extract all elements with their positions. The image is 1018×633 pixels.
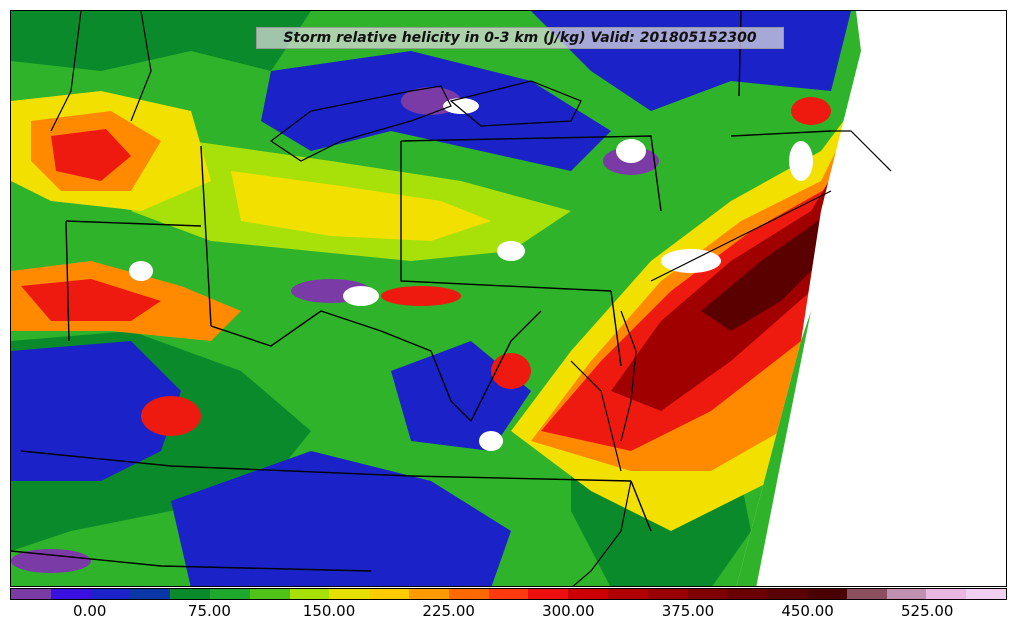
blob-white-g [129,261,153,281]
field-darkgreen-1 [11,11,311,71]
boundary-line [610,290,622,367]
colorbar [10,588,1007,600]
colorbar-segment [886,589,927,599]
colorbar-segment [209,589,250,599]
field-maroon-coast [701,211,831,331]
boundary-line [320,310,472,422]
colorbar-segment [687,589,728,599]
state-boundaries [11,11,832,572]
blob-white-d [497,241,525,261]
coast-line [620,310,637,442]
coast-line [50,11,82,132]
colorbar-segment [846,589,887,599]
colorbar-segment [767,589,807,599]
blob-white-b [616,139,646,163]
colorbar-segment [528,589,569,599]
colorbar-segment [90,589,131,599]
map-title: Storm relative helicity in 0-3 km (J/kg)… [256,27,784,49]
field-red-west [51,129,131,181]
colorbar-tick-label: 150.00 [302,602,356,620]
colorbar-segment [448,589,489,599]
blob-red-a [381,286,461,306]
colorbar-segment [289,589,330,599]
colorbar-segment [170,589,210,599]
colorbar-segment [369,589,409,599]
boundary-line [730,130,832,137]
blob-red-c [141,396,201,436]
blob-white-h [789,141,813,181]
coast-line [831,130,892,172]
boundary-line [65,220,202,227]
blob-white-a [343,286,379,306]
colorbar-tick-label: 300.00 [542,602,595,620]
boundary-line [400,135,662,212]
colorbar-segment [488,589,529,599]
coast-line [650,190,832,282]
colorbar-segment [926,589,967,599]
field-yellow-band [231,171,491,241]
blob-red-b [491,353,531,389]
boundary-line [65,220,70,342]
field-green-edge [736,311,811,586]
boundary-line [738,11,742,97]
blob-red-d [791,97,831,125]
colorbar-tick-label: 225.00 [422,602,475,620]
blob-white-f [479,431,503,451]
colorbar-segment [607,589,648,599]
colorbar-tick-label: 375.00 [661,602,715,620]
boundary-line [20,450,632,482]
boundary-line [11,550,372,572]
colorbar-segment [727,589,768,599]
colorbar-segment [130,589,171,599]
colorbar-labels: 0.00 75.00 150.00 225.00 300.00 375.00 450.00 5… [10,601,1007,625]
field-red-mid [21,279,161,321]
helicity-map [11,11,1006,586]
field-blue-west [11,341,181,481]
blob-purple-c [11,549,91,573]
colorbar-segment [647,589,688,599]
colorbar-segment [568,589,608,599]
colorbar-segment [408,589,449,599]
boundary-line [470,310,542,422]
colorbar-segment [249,589,290,599]
colorbar-segment [806,589,847,599]
coast-line [572,480,632,586]
map-panel: Storm relative helicity in 0-3 km (J/kg)… [10,10,1007,587]
boundary-line [210,310,322,347]
coast-line [570,360,622,472]
coast-line [449,80,582,127]
coastlines [50,11,892,586]
colorbar-tick-label: 0.00 [73,602,107,620]
field-nodata-east [736,11,1006,586]
boundary-line [400,141,612,292]
field-blue-south [171,451,511,586]
boundary-line [200,145,212,327]
colorbar-tick-label: 525.00 [900,602,954,620]
colorbar-tick-label: 75.00 [187,602,231,620]
boundary-line [630,480,652,532]
colorbar-segment [329,589,370,599]
colorbar-segment [966,589,1006,599]
coast-line [130,11,152,122]
colorbar-segment [50,589,91,599]
colorbar-segment [11,589,51,599]
colorbar-tick-label: 450.00 [781,602,834,620]
coast-line [269,85,452,162]
